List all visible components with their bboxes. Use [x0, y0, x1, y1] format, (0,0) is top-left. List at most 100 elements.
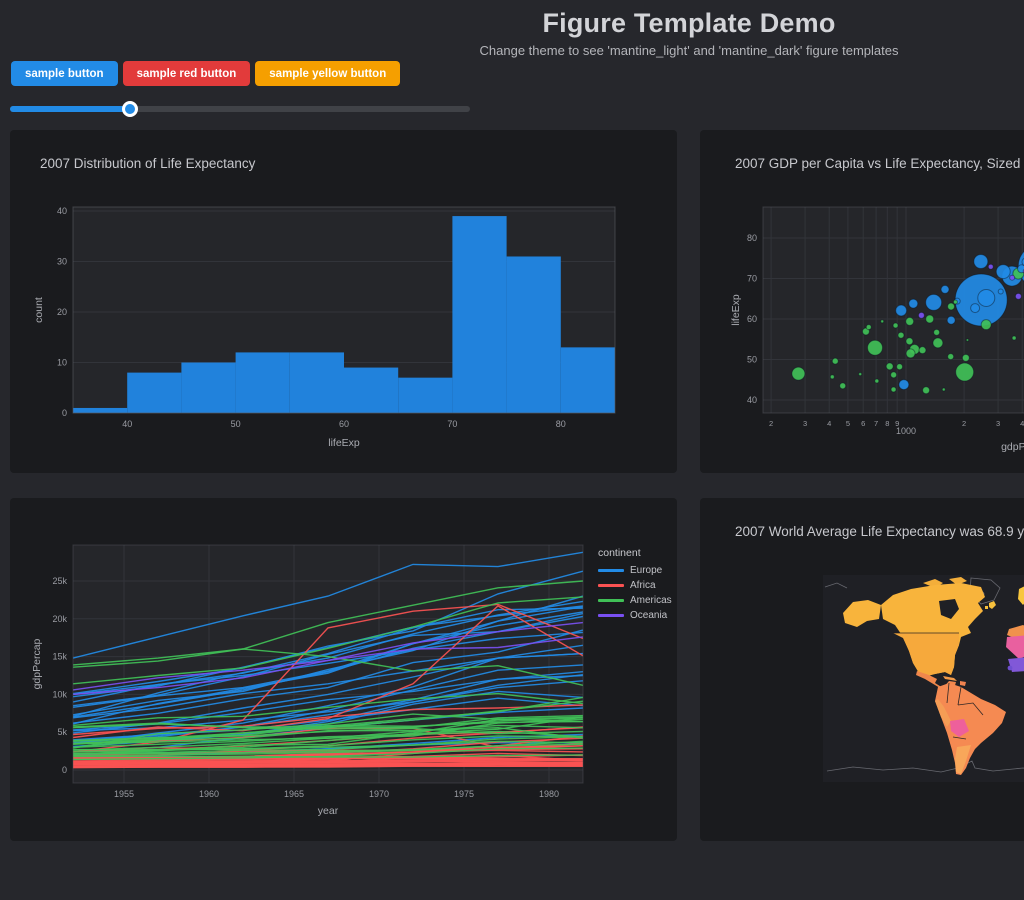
svg-text:2: 2 [769, 419, 773, 428]
legend-swatch [598, 599, 624, 602]
svg-text:gdpPercap: gdpPercap [1001, 441, 1024, 453]
map-southern-cone[interactable] [955, 745, 971, 774]
world-map[interactable] [823, 575, 1024, 782]
slider-fill [10, 106, 130, 112]
map-bolivia[interactable] [950, 719, 969, 737]
svg-text:60: 60 [339, 419, 349, 429]
line-chart-legend: continent Europe Africa Americas Oceania [598, 547, 672, 623]
chart-grid: 2007 Distribution of Life Expectancy 40 5… [10, 130, 1024, 841]
svg-text:4: 4 [1020, 419, 1024, 428]
svg-text:5k: 5k [57, 727, 67, 737]
page-title: Figure Template Demo [542, 8, 836, 38]
map-norway[interactable] [1018, 585, 1024, 605]
map-usa[interactable] [893, 633, 959, 676]
legend-item-europe[interactable]: Europe [598, 563, 672, 578]
svg-text:7: 7 [874, 419, 878, 428]
svg-text:20: 20 [57, 307, 67, 317]
map-alaska[interactable] [843, 600, 881, 627]
svg-text:0: 0 [62, 765, 67, 775]
svg-text:70: 70 [747, 274, 757, 284]
svg-text:1975: 1975 [454, 789, 474, 799]
map-cuba[interactable] [943, 676, 957, 681]
svg-text:80: 80 [747, 233, 757, 243]
scatter-chart[interactable]: 234567892345678923456789100010k405060708… [700, 130, 1024, 473]
svg-text:3: 3 [803, 419, 807, 428]
svg-text:40: 40 [122, 419, 132, 429]
legend-item-americas[interactable]: Americas [598, 593, 672, 608]
antarctica-outline [826, 760, 1024, 773]
svg-text:50: 50 [747, 355, 757, 365]
svg-text:15k: 15k [52, 652, 67, 662]
svg-text:6: 6 [861, 419, 865, 428]
map-uk[interactable] [989, 601, 996, 609]
svg-text:4: 4 [827, 419, 831, 428]
legend-label: Africa [630, 580, 656, 591]
svg-text:25k: 25k [52, 576, 67, 586]
slider-thumb[interactable] [122, 101, 138, 117]
map-sierra-leone[interactable] [1007, 665, 1013, 671]
line-chart[interactable]: 1955 1960 1965 1970 1975 1980 0 5k 10k 15k 20k 25k y… [10, 498, 677, 841]
svg-text:40: 40 [57, 206, 67, 216]
svg-text:1000: 1000 [896, 426, 916, 436]
legend-label: Oceania [630, 610, 668, 621]
legend-swatch [598, 584, 624, 587]
card-histogram: 2007 Distribution of Life Expectancy 40 5… [10, 130, 677, 473]
svg-text:30: 30 [57, 257, 67, 267]
legend-title: continent [598, 547, 641, 559]
svg-text:1960: 1960 [199, 789, 219, 799]
svg-text:5: 5 [846, 419, 850, 428]
map-morocco[interactable] [1007, 625, 1024, 639]
svg-text:10k: 10k [52, 689, 67, 699]
histogram-title: 2007 Distribution of Life Expectancy [40, 156, 256, 171]
svg-text:2: 2 [962, 419, 966, 428]
svg-text:1980: 1980 [539, 789, 559, 799]
map-hispaniola[interactable] [960, 681, 966, 686]
button-row: sample button sample red button sample y… [11, 61, 401, 86]
card-lines: 1955 1960 1965 1970 1975 1980 0 5k 10k 15k 20k 25k y… [10, 498, 677, 841]
svg-text:40: 40 [747, 395, 757, 405]
sample-red-button[interactable]: sample red button [122, 61, 251, 86]
slider[interactable] [10, 101, 470, 117]
legend-item-oceania[interactable]: Oceania [598, 608, 672, 623]
card-map: 2007 World Average Life Expectancy was 6… [700, 498, 1024, 841]
legend-swatch [598, 614, 624, 617]
svg-text:count: count [33, 297, 45, 323]
map-sa-borders [946, 682, 984, 740]
legend-item-africa[interactable]: Africa [598, 578, 672, 593]
map-peru[interactable] [935, 699, 951, 727]
legend-swatch [598, 569, 624, 572]
chukotka-coast [824, 582, 848, 589]
svg-text:year: year [318, 805, 339, 817]
sample-yellow-button[interactable]: sample yellow button [255, 61, 401, 86]
scatter-title: 2007 GDP per Capita vs Life Expectancy, … [735, 156, 1024, 171]
svg-text:20k: 20k [52, 614, 67, 624]
page-subtitle: Change theme to see 'mantine_light' and … [479, 43, 899, 58]
slider-track[interactable] [10, 106, 470, 112]
legend-label: Europe [630, 565, 663, 576]
svg-text:80: 80 [556, 419, 566, 429]
map-hudson-bay [939, 599, 959, 619]
svg-text:0: 0 [62, 408, 67, 418]
sample-button[interactable]: sample button [11, 61, 118, 86]
svg-text:8: 8 [885, 419, 889, 428]
legend-label: Americas [630, 595, 672, 606]
svg-text:10: 10 [57, 358, 67, 368]
card-scatter: 2007 GDP per Capita vs Life Expectancy, … [700, 130, 1024, 473]
map-title: 2007 World Average Life Expectancy was 6… [735, 524, 1024, 539]
histogram-chart[interactable]: 40 50 60 70 80 0 10 20 30 40 lifeExp count [10, 130, 677, 473]
svg-text:1955: 1955 [114, 789, 134, 799]
map-sahara-band[interactable] [1006, 635, 1024, 659]
svg-text:60: 60 [747, 314, 757, 324]
svg-text:lifeExp: lifeExp [730, 294, 742, 326]
svg-text:70: 70 [447, 419, 457, 429]
svg-text:1965: 1965 [284, 789, 304, 799]
map-canada[interactable] [881, 583, 985, 676]
map-south-america[interactable] [935, 683, 1006, 775]
svg-text:50: 50 [231, 419, 241, 429]
map-ireland[interactable] [985, 606, 988, 609]
svg-text:3: 3 [996, 419, 1000, 428]
svg-text:lifeExp: lifeExp [328, 437, 360, 449]
svg-text:1970: 1970 [369, 789, 389, 799]
svg-text:9: 9 [895, 419, 899, 428]
